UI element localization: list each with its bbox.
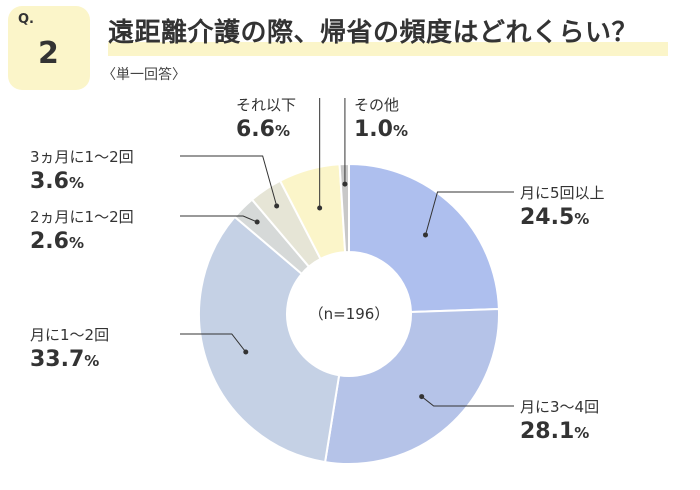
slice-value-1: 24.5% <box>520 205 589 230</box>
leader-lines-group <box>180 98 514 407</box>
slice-7 <box>338 162 350 254</box>
leader-line-2 <box>421 396 514 407</box>
slice-3 <box>198 215 341 464</box>
leader-line-3 <box>180 333 247 353</box>
title-highlight <box>108 42 668 56</box>
slices-group <box>198 162 500 465</box>
slice-label-6: それ以下 <box>236 96 296 114</box>
slice-value-5: 3.6% <box>30 169 84 194</box>
question-mark: Q. <box>18 12 34 27</box>
slice-value-3: 33.7% <box>30 347 99 372</box>
leader-line-4 <box>180 215 258 223</box>
slice-label-3: 月に1〜2回 <box>30 326 109 344</box>
page-title: 遠距離介護の際、帰省の頻度はどれくらい？ <box>108 18 639 48</box>
labels-group: 月に5回以上 24.5% 月に3〜4回 28.1% 月に1〜2回 33.7% 2ヵ月に1〜2… <box>30 96 605 444</box>
title-block: 遠距離介護の際、帰省の頻度はどれくらい？ <box>108 12 668 56</box>
question-badge: Q. 2 <box>8 6 90 90</box>
slice-value-6: 6.6% <box>236 117 290 142</box>
slice-2 <box>323 308 500 465</box>
slice-value-7: 1.0% <box>354 117 408 142</box>
sample-size-label: （n=196） <box>309 305 390 323</box>
slice-label-7: その他 <box>354 96 399 114</box>
answer-type-label: 〈単一回答〉 <box>102 67 186 83</box>
slice-label-1: 月に5回以上 <box>520 184 605 202</box>
slice-value-4: 2.6% <box>30 229 84 254</box>
slice-label-2: 月に3〜4回 <box>520 398 599 416</box>
slice-label-4: 2ヵ月に1〜2回 <box>30 208 134 226</box>
question-number: 2 <box>38 36 59 71</box>
slice-1 <box>348 162 500 313</box>
slice-value-2: 28.1% <box>520 419 589 444</box>
leader-line-1 <box>425 191 514 236</box>
leader-line-5 <box>180 155 278 207</box>
slice-label-5: 3ヵ月に1〜2回 <box>30 148 134 166</box>
